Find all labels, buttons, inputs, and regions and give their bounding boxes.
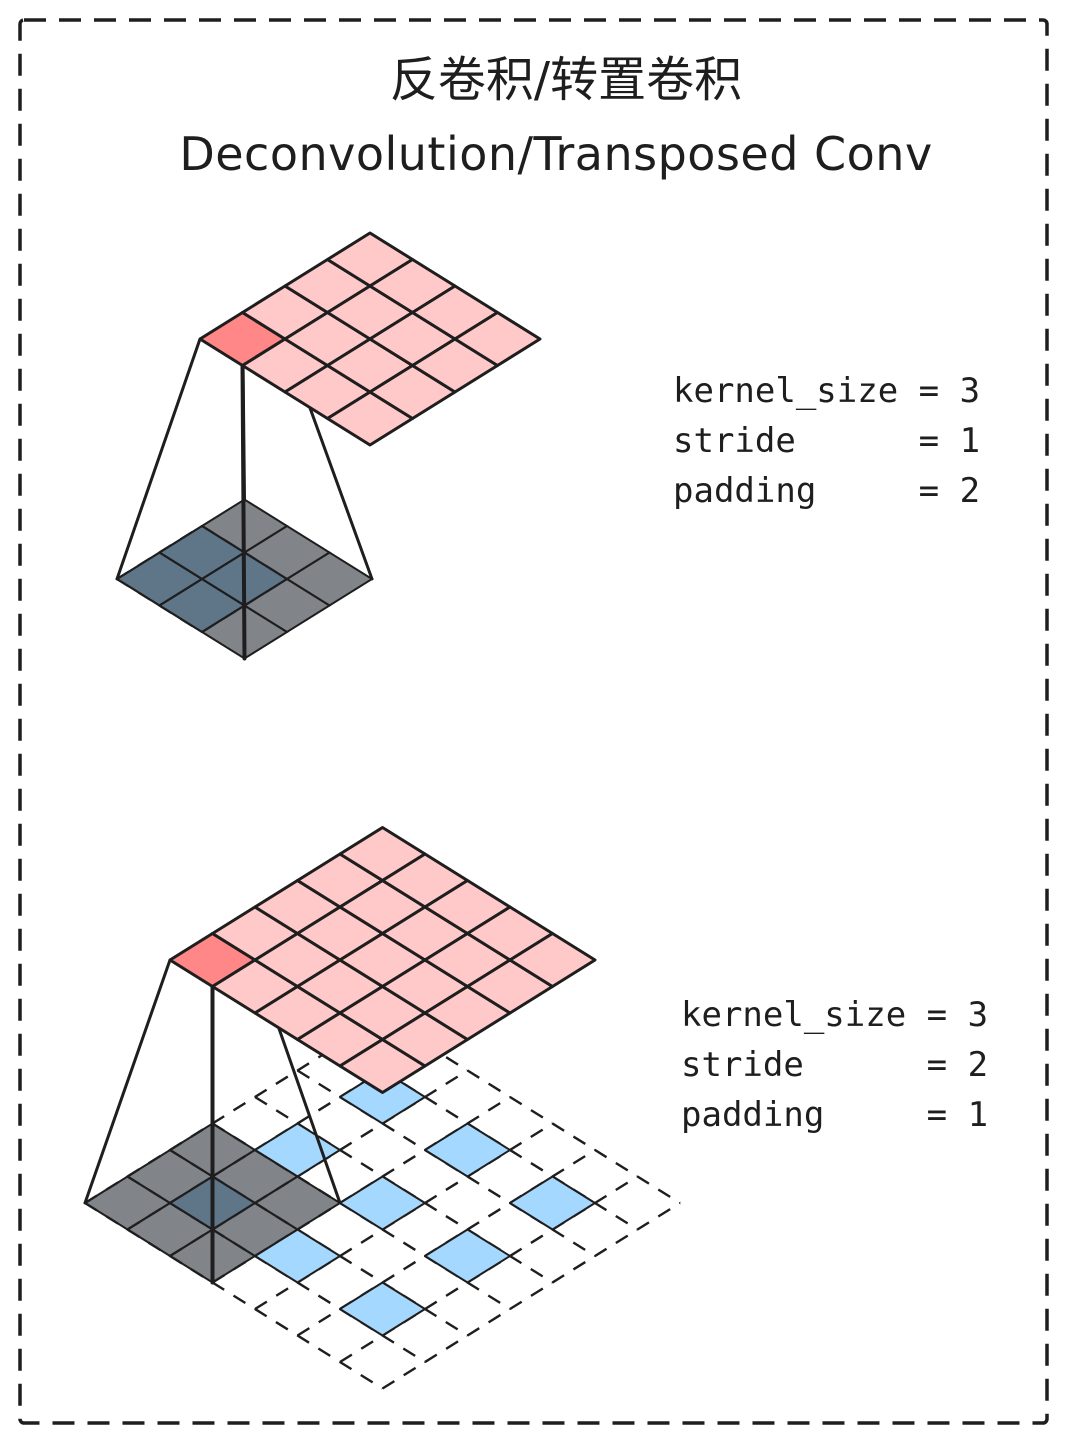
output-cell — [453, 311, 542, 367]
example-1: kernel_size = 3 stride = 1 padding = 2 — [115, 231, 980, 661]
projection-line — [115, 337, 202, 581]
output-cell — [508, 932, 597, 988]
kernel-window — [83, 1122, 342, 1284]
input-cell — [424, 1228, 511, 1284]
input-cell — [339, 1175, 426, 1231]
example-2: kernel_size = 3 stride = 2 padding = 1 — [83, 826, 988, 1390]
projection-lines-front — [240, 363, 247, 661]
input-cell — [509, 1175, 596, 1231]
padded-grid-line — [381, 1201, 681, 1390]
kernel-window — [115, 498, 374, 660]
input-cell — [339, 1281, 426, 1337]
projection-line — [83, 958, 172, 1205]
projection-line — [240, 363, 247, 661]
param-padding: padding = 2 — [673, 471, 980, 511]
output-grid — [168, 826, 597, 1094]
param-stride: stride = 2 — [681, 1045, 988, 1085]
param-kernel-size: kernel_size = 3 — [681, 995, 988, 1035]
output-grid — [198, 231, 542, 447]
param-kernel-size: kernel_size = 3 — [673, 371, 980, 411]
input-cell — [424, 1122, 511, 1178]
title-english: Deconvolution/Transposed Conv — [179, 127, 932, 181]
param-stride: stride = 1 — [673, 421, 980, 461]
title-chinese: 反卷积/转置卷积 — [390, 52, 742, 108]
param-padding: padding = 1 — [681, 1095, 988, 1135]
dashed-frame — [18, 18, 1049, 1425]
